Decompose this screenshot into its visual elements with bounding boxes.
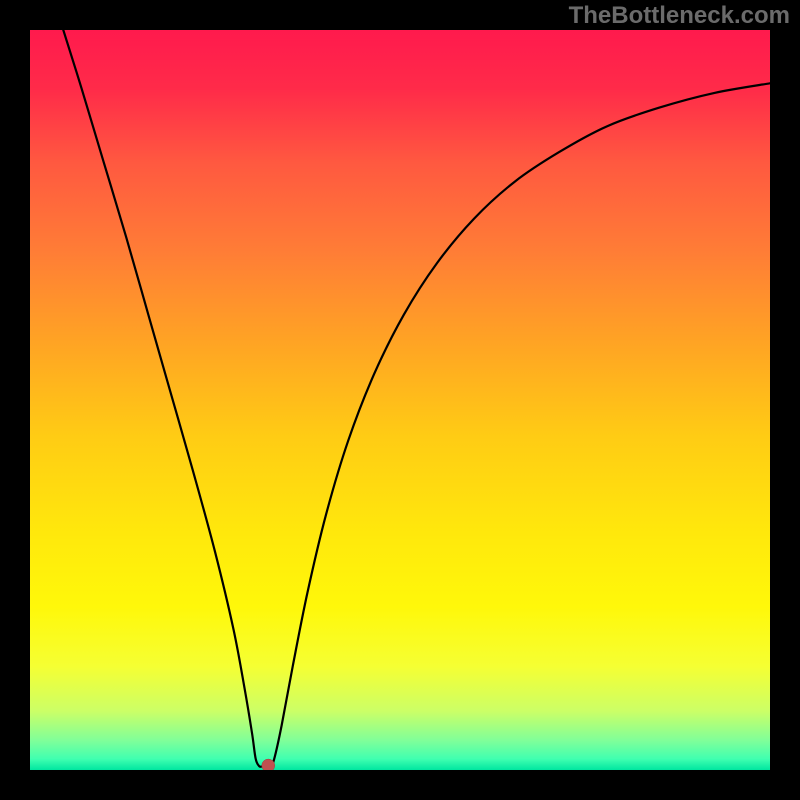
chart-frame: TheBottleneck.com — [0, 0, 800, 800]
bottleneck-curve — [63, 30, 770, 767]
plot-area — [30, 30, 770, 770]
curve-svg — [30, 30, 770, 770]
minimum-marker — [262, 759, 275, 770]
watermark-text: TheBottleneck.com — [569, 2, 790, 30]
